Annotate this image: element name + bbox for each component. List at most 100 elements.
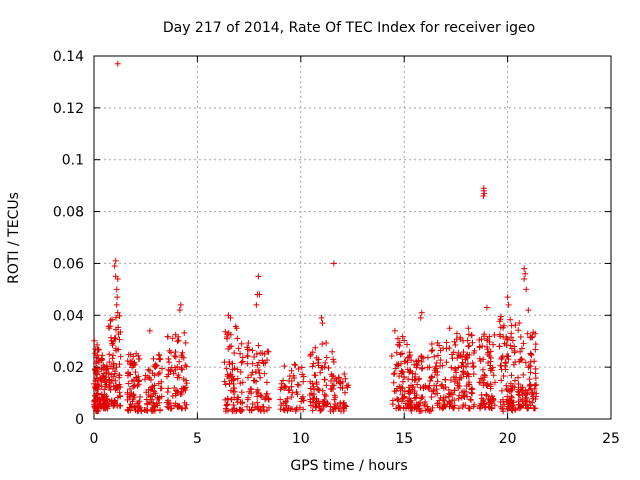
- data-point: [254, 393, 261, 400]
- data-point: [155, 351, 162, 358]
- data-point: [532, 346, 539, 353]
- data-point: [163, 399, 170, 406]
- x-tick-label: 20: [499, 431, 517, 447]
- data-point: [321, 376, 328, 383]
- data-point: [332, 394, 339, 401]
- data-point: [526, 386, 533, 393]
- data-point: [436, 404, 443, 411]
- data-point: [221, 378, 228, 385]
- data-point: [116, 361, 123, 368]
- data-point: [328, 378, 335, 385]
- data-point: [395, 402, 402, 409]
- data-point: [390, 371, 397, 378]
- data-point: [245, 340, 252, 347]
- data-point: [114, 275, 121, 282]
- data-point: [146, 327, 153, 334]
- data-point: [455, 405, 462, 412]
- data-point: [424, 364, 431, 371]
- data-point: [112, 345, 119, 352]
- data-point: [464, 360, 471, 367]
- y-tick-label: 0.1: [62, 153, 84, 169]
- data-point: [181, 385, 188, 392]
- data-point: [176, 307, 183, 314]
- data-point: [106, 384, 113, 391]
- data-point: [408, 357, 415, 364]
- data-point: [492, 379, 499, 386]
- data-point: [521, 265, 528, 272]
- data-point: [170, 402, 177, 409]
- data-point: [126, 386, 133, 393]
- data-point: [125, 370, 132, 377]
- x-tick-label: 5: [193, 431, 202, 447]
- data-point: [404, 359, 411, 366]
- data-point: [100, 405, 107, 412]
- data-point: [101, 391, 108, 398]
- data-point: [165, 385, 172, 392]
- data-point: [225, 375, 232, 382]
- data-point: [526, 382, 533, 389]
- data-point: [249, 347, 256, 354]
- data-point: [288, 383, 295, 390]
- data-point: [107, 317, 114, 324]
- data-point: [406, 353, 413, 360]
- data-point: [238, 340, 245, 347]
- data-point: [424, 403, 431, 410]
- data-point: [527, 402, 534, 409]
- data-point: [175, 337, 182, 344]
- data-point: [102, 400, 109, 407]
- y-tick-label: 0.06: [53, 256, 84, 272]
- data-point: [399, 378, 406, 385]
- data-point: [489, 395, 496, 402]
- data-point: [470, 364, 477, 371]
- data-point: [101, 386, 108, 393]
- data-point: [178, 405, 185, 412]
- data-point: [229, 373, 236, 380]
- data-point: [452, 341, 459, 348]
- data-point: [254, 403, 261, 410]
- data-point: [508, 345, 515, 352]
- data-point: [226, 380, 233, 387]
- data-point: [91, 337, 98, 344]
- data-point: [169, 335, 176, 342]
- data-point: [418, 365, 425, 372]
- data-point: [451, 387, 458, 394]
- data-point: [476, 379, 483, 386]
- data-point: [144, 401, 151, 408]
- data-point: [335, 374, 342, 381]
- data-point: [92, 398, 99, 405]
- data-point: [515, 374, 522, 381]
- data-point: [316, 400, 323, 407]
- data-point: [257, 350, 264, 357]
- data-point: [340, 399, 347, 406]
- data-point: [420, 385, 427, 392]
- data-point: [470, 403, 477, 410]
- data-point: [428, 388, 435, 395]
- data-point: [333, 377, 340, 384]
- data-point: [153, 362, 160, 369]
- data-point: [288, 394, 295, 401]
- data-point: [395, 396, 402, 403]
- data-point: [486, 339, 493, 346]
- data-point: [453, 369, 460, 376]
- data-point: [389, 401, 396, 408]
- data-point: [523, 401, 530, 408]
- data-point: [417, 408, 424, 415]
- data-point: [180, 354, 187, 361]
- data-point: [431, 382, 438, 389]
- data-point: [465, 343, 472, 350]
- data-point: [101, 379, 108, 386]
- data-point: [278, 380, 285, 387]
- data-point: [439, 405, 446, 412]
- data-point: [101, 404, 108, 411]
- data-point: [221, 359, 228, 366]
- data-point: [430, 387, 437, 394]
- data-point: [512, 406, 519, 413]
- data-point: [487, 365, 494, 372]
- data-point: [504, 393, 511, 400]
- data-point: [418, 353, 425, 360]
- data-point: [177, 391, 184, 398]
- data-point: [110, 362, 117, 369]
- y-tick-label: 0.02: [53, 360, 84, 376]
- data-point: [394, 362, 401, 369]
- data-point: [96, 401, 103, 408]
